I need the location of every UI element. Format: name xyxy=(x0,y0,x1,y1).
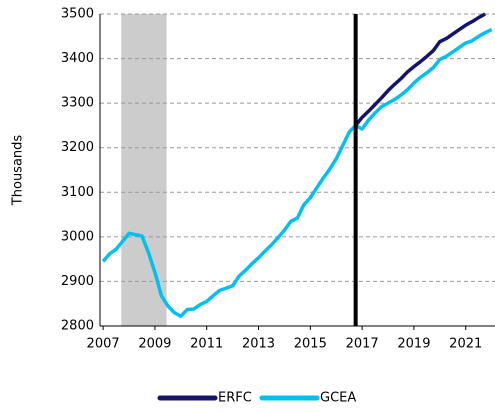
plot-area xyxy=(100,12,495,326)
x-tick-label: 2017 xyxy=(346,337,379,352)
series-line xyxy=(101,28,493,318)
series-line xyxy=(354,12,487,127)
y-tick-label: 3500 xyxy=(61,7,94,22)
x-tick-label: 2007 xyxy=(87,337,120,352)
x-tick-label: 2013 xyxy=(242,337,275,352)
y-tick-label: 2900 xyxy=(61,274,94,289)
x-tick-label: 2015 xyxy=(294,337,327,352)
y-tick-label: 3400 xyxy=(61,51,94,66)
y-axis-label: Thousands xyxy=(11,135,26,207)
x-tick-label: 2011 xyxy=(190,337,223,352)
legend-label: ERFC xyxy=(218,391,252,406)
y-tick-label: 3100 xyxy=(61,185,94,200)
x-tick-label: 2019 xyxy=(397,337,430,352)
y-tick-label: 3200 xyxy=(61,140,94,155)
y-tick-label: 3300 xyxy=(61,96,94,111)
x-tick-label: 2009 xyxy=(138,337,171,352)
x-tick-label: 2021 xyxy=(449,337,482,352)
y-tick-label: 2800 xyxy=(61,319,94,334)
legend-label: GCEA xyxy=(320,391,356,406)
shaded-region xyxy=(121,14,167,326)
y-tick-label: 3000 xyxy=(61,229,94,244)
